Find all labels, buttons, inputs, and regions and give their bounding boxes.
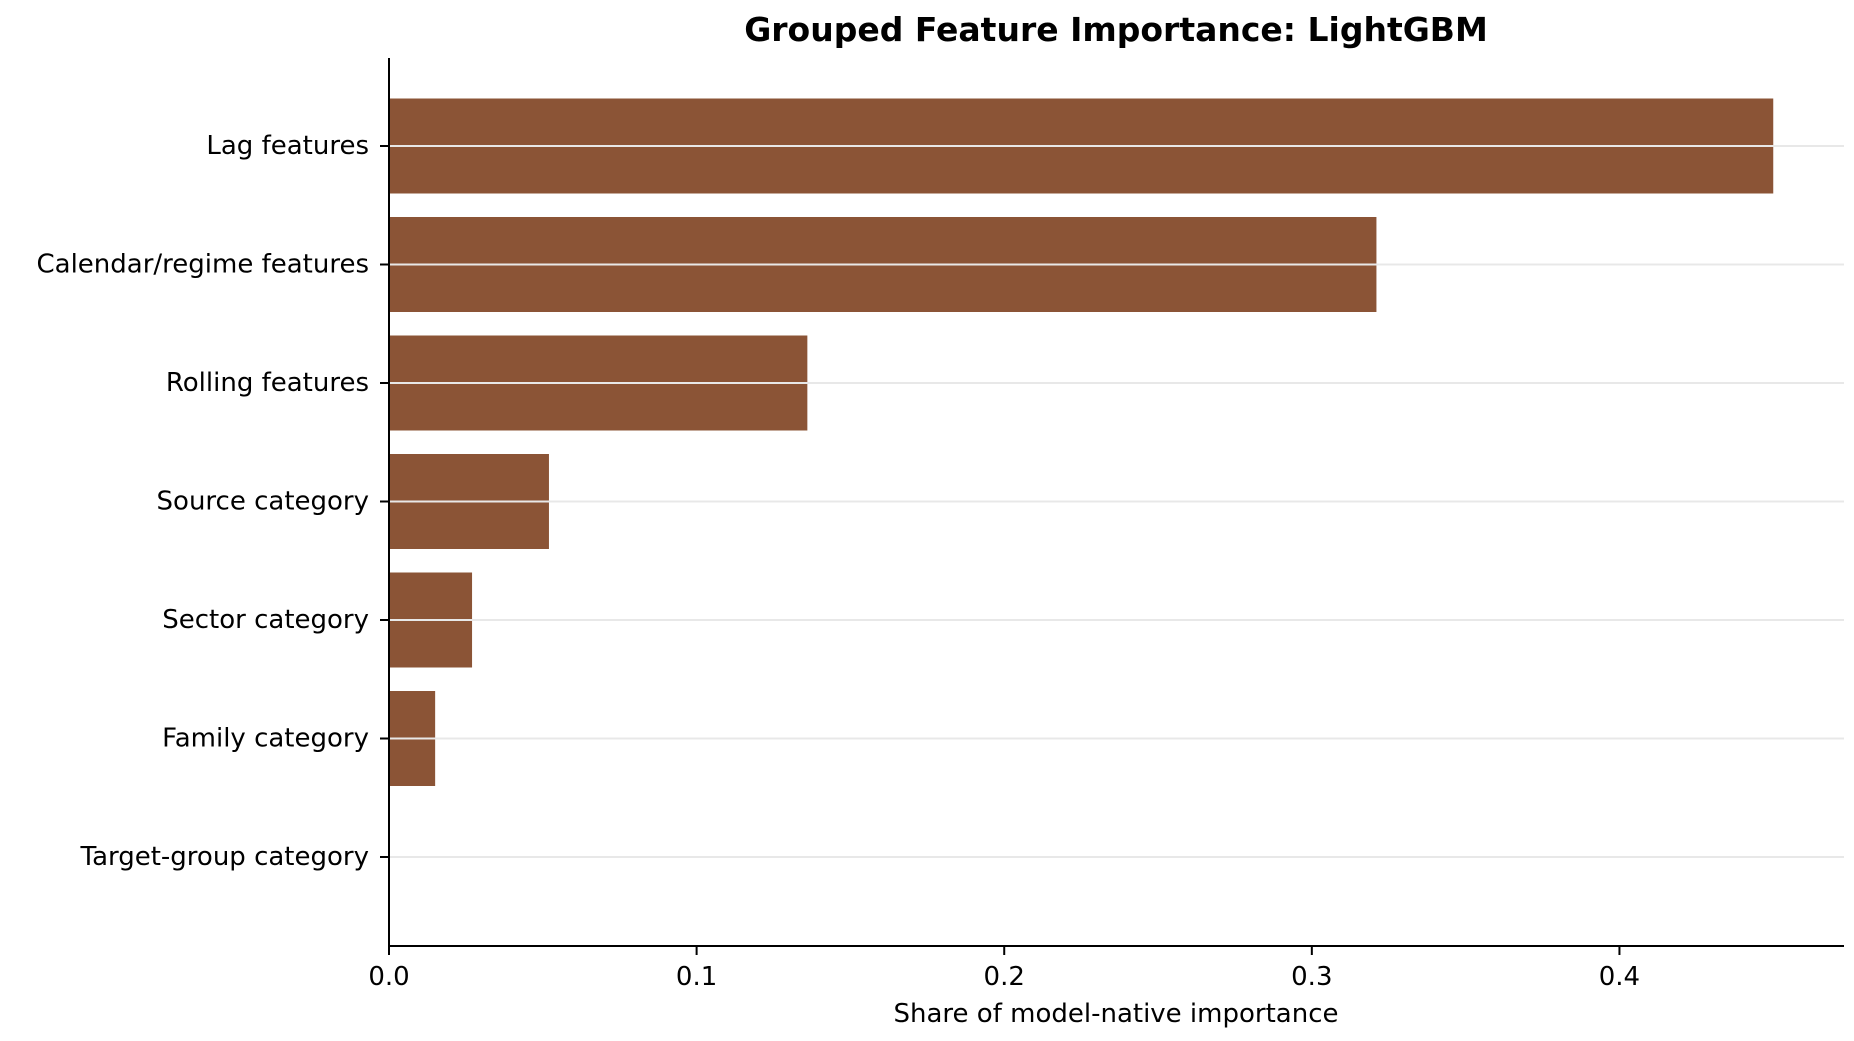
y-tick-label: Rolling features xyxy=(166,368,369,398)
y-tick-label: Target-group category xyxy=(79,842,369,872)
x-tick-label: 0.0 xyxy=(368,962,409,992)
x-axis-ticks: 0.0 0.1 0.2 0.3 0.4 xyxy=(368,946,1640,992)
y-axis-ticks: Lag features Calendar/regime features Roll… xyxy=(36,131,389,872)
y-tick-label: Source category xyxy=(157,487,369,517)
y-tick-label: Calendar/regime features xyxy=(36,250,369,280)
x-tick-label: 0.4 xyxy=(1599,962,1640,992)
bars xyxy=(389,98,1774,786)
gridlines xyxy=(389,145,1844,858)
x-axis-label: Share of model-native importance xyxy=(894,999,1339,1029)
y-tick-label: Family category xyxy=(162,724,369,754)
x-tick-label: 0.3 xyxy=(1291,962,1332,992)
x-tick-label: 0.2 xyxy=(984,962,1025,992)
y-tick-label: Sector category xyxy=(162,605,369,635)
y-tick-label: Lag features xyxy=(206,131,369,161)
chart-title: Grouped Feature Importance: LightGBM xyxy=(744,10,1488,49)
x-tick-label: 0.1 xyxy=(676,962,717,992)
